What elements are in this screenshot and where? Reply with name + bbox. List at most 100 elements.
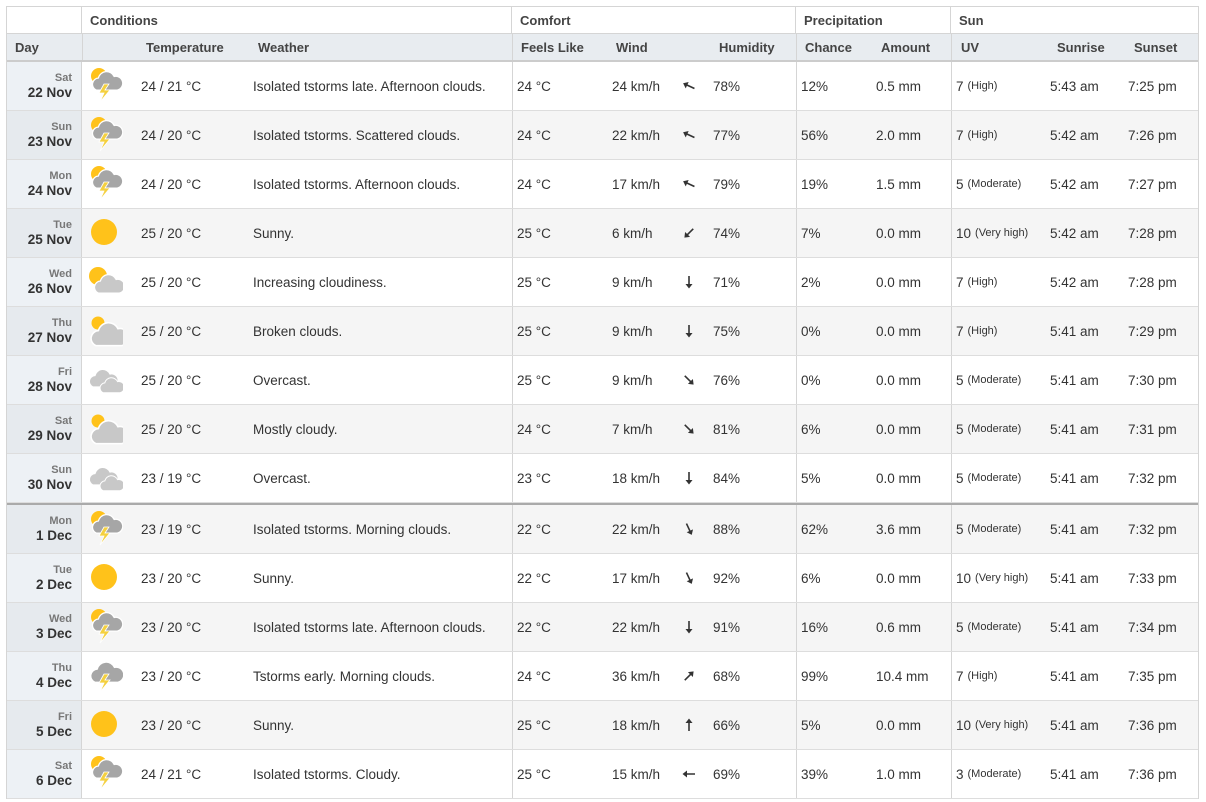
date: 29 Nov: [27, 428, 72, 443]
table-row[interactable]: Mon 1 Dec 23 / 19 °C Isolated tstorms. M…: [7, 503, 1198, 554]
sunrise: 5:41 am: [1050, 323, 1099, 339]
uv-value: 5: [956, 421, 964, 437]
humidity: 69%: [713, 766, 741, 782]
precip-chance: 7%: [801, 225, 821, 241]
precip-amount: 0.0 mm: [876, 570, 922, 586]
day-cell: Wed 3 Dec: [7, 603, 82, 651]
uv-index: 7 (High): [956, 307, 997, 355]
col-sunrise[interactable]: Sunrise: [1057, 39, 1105, 55]
col-chance[interactable]: Chance: [805, 39, 852, 55]
day-of-week: Mon: [49, 515, 72, 527]
wind-speed: 22 km/h: [612, 521, 661, 537]
precip-amount: 0.0 mm: [876, 717, 922, 733]
col-sunset[interactable]: Sunset: [1134, 39, 1178, 55]
column-header-row: Day Temperature Weather Feels Like Wind …: [7, 33, 1198, 62]
wind-direction-arrow-icon: [681, 111, 697, 159]
date: 5 Dec: [35, 724, 72, 739]
sunset: 7:35 pm: [1128, 668, 1177, 684]
precip-amount: 3.6 mm: [876, 521, 922, 537]
day-of-week: Sat: [54, 415, 72, 427]
col-feels-like[interactable]: Feels Like: [521, 39, 584, 55]
table-row[interactable]: Sun 23 Nov 24 / 20 °C Isolated tstorms. …: [7, 111, 1198, 160]
sunrise: 5:41 am: [1050, 766, 1099, 782]
uv-index: 5 (Moderate): [956, 405, 1021, 453]
wind-speed: 36 km/h: [612, 668, 661, 684]
uv-index: 10 (Very high): [956, 554, 1028, 602]
date: 28 Nov: [27, 379, 72, 394]
feels-like: 24 °C: [517, 668, 551, 684]
day-of-week: Fri: [57, 711, 72, 723]
uv-label: (High): [967, 276, 998, 288]
day-cell: Fri 5 Dec: [7, 701, 82, 749]
col-temperature[interactable]: Temperature: [146, 39, 224, 55]
temperature: 24 / 21 °C: [141, 78, 202, 94]
sunset: 7:27 pm: [1128, 176, 1177, 192]
uv-value: 7: [956, 274, 964, 290]
table-row[interactable]: Tue 25 Nov 25 / 20 °C Sunny. 25 °C 6 km/…: [7, 209, 1198, 258]
humidity: 81%: [713, 421, 741, 437]
table-row[interactable]: Sat 29 Nov 25 / 20 °C Mostly cloudy. 24 …: [7, 405, 1198, 454]
temperature: 24 / 20 °C: [141, 176, 202, 192]
table-row[interactable]: Wed 26 Nov 25 / 20 °C Increasing cloudin…: [7, 258, 1198, 307]
wind-direction-arrow-icon: [681, 307, 697, 355]
precip-amount: 1.0 mm: [876, 766, 922, 782]
table-row[interactable]: Sat 22 Nov 24 / 21 °C Isolated tstorms l…: [7, 62, 1198, 111]
sunset: 7:29 pm: [1128, 323, 1177, 339]
table-row[interactable]: Wed 3 Dec 23 / 20 °C Isolated tstorms la…: [7, 603, 1198, 652]
col-wind[interactable]: Wind: [616, 39, 648, 55]
wind-speed: 15 km/h: [612, 766, 661, 782]
humidity: 77%: [713, 127, 741, 143]
humidity: 74%: [713, 225, 741, 241]
date: 25 Nov: [27, 232, 72, 247]
humidity: 75%: [713, 323, 741, 339]
table-row[interactable]: Fri 28 Nov 25 / 20 °C Overcast. 25 °C 9 …: [7, 356, 1198, 405]
precip-chance: 0%: [801, 372, 821, 388]
wind-speed: 22 km/h: [612, 619, 661, 635]
day-of-week: Tue: [53, 564, 72, 576]
sunrise: 5:41 am: [1050, 570, 1099, 586]
wind-speed: 9 km/h: [612, 372, 653, 388]
col-uv[interactable]: UV: [961, 39, 980, 55]
sunny-icon: [87, 701, 123, 749]
precip-amount: 0.0 mm: [876, 421, 922, 437]
wind-speed: 18 km/h: [612, 470, 661, 486]
table-row[interactable]: Sat 6 Dec 24 / 21 °C Isolated tstorms. C…: [7, 750, 1198, 799]
sunrise: 5:42 am: [1050, 274, 1099, 290]
day-cell: Sun 23 Nov: [7, 111, 82, 159]
group-header-day: [7, 7, 82, 33]
feels-like: 25 °C: [517, 323, 551, 339]
col-amount[interactable]: Amount: [881, 39, 931, 55]
table-row[interactable]: Thu 27 Nov 25 / 20 °C Broken clouds. 25 …: [7, 307, 1198, 356]
day-cell: Tue 2 Dec: [7, 554, 82, 602]
weather-description: Sunny.: [253, 570, 295, 586]
uv-index: 5 (Moderate): [956, 356, 1021, 404]
precip-chance: 0%: [801, 323, 821, 339]
col-humidity[interactable]: Humidity: [719, 39, 775, 55]
sunset: 7:32 pm: [1128, 470, 1177, 486]
sunset: 7:32 pm: [1128, 521, 1177, 537]
weather-description: Isolated tstorms late. Afternoon clouds.: [253, 619, 486, 635]
day-cell: Wed 26 Nov: [7, 258, 82, 306]
wind-direction-arrow-icon: [681, 356, 697, 404]
day-cell: Mon 1 Dec: [7, 505, 82, 553]
feels-like: 25 °C: [517, 717, 551, 733]
partly-cloudy-icon: [87, 258, 123, 306]
col-day[interactable]: Day: [15, 39, 39, 55]
day-of-week: Thu: [51, 317, 72, 329]
table-row[interactable]: Thu 4 Dec 23 / 20 °C Tstorms early. Morn…: [7, 652, 1198, 701]
sunset: 7:36 pm: [1128, 717, 1177, 733]
table-row[interactable]: Mon 24 Nov 24 / 20 °C Isolated tstorms. …: [7, 160, 1198, 209]
uv-index: 10 (Very high): [956, 209, 1028, 257]
col-weather[interactable]: Weather: [258, 39, 310, 55]
uv-label: (High): [967, 129, 998, 141]
temperature: 25 / 20 °C: [141, 421, 202, 437]
weather-description: Tstorms early. Morning clouds.: [253, 668, 436, 684]
temperature: 23 / 19 °C: [141, 521, 202, 537]
table-row[interactable]: Tue 2 Dec 23 / 20 °C Sunny. 22 °C 17 km/…: [7, 554, 1198, 603]
table-row[interactable]: Fri 5 Dec 23 / 20 °C Sunny. 25 °C 18 km/…: [7, 701, 1198, 750]
uv-index: 5 (Moderate): [956, 505, 1021, 553]
wind-speed: 17 km/h: [612, 570, 661, 586]
day-of-week: Sun: [51, 464, 72, 476]
temperature: 25 / 20 °C: [141, 323, 202, 339]
table-row[interactable]: Sun 30 Nov 23 / 19 °C Overcast. 23 °C 18…: [7, 454, 1198, 503]
